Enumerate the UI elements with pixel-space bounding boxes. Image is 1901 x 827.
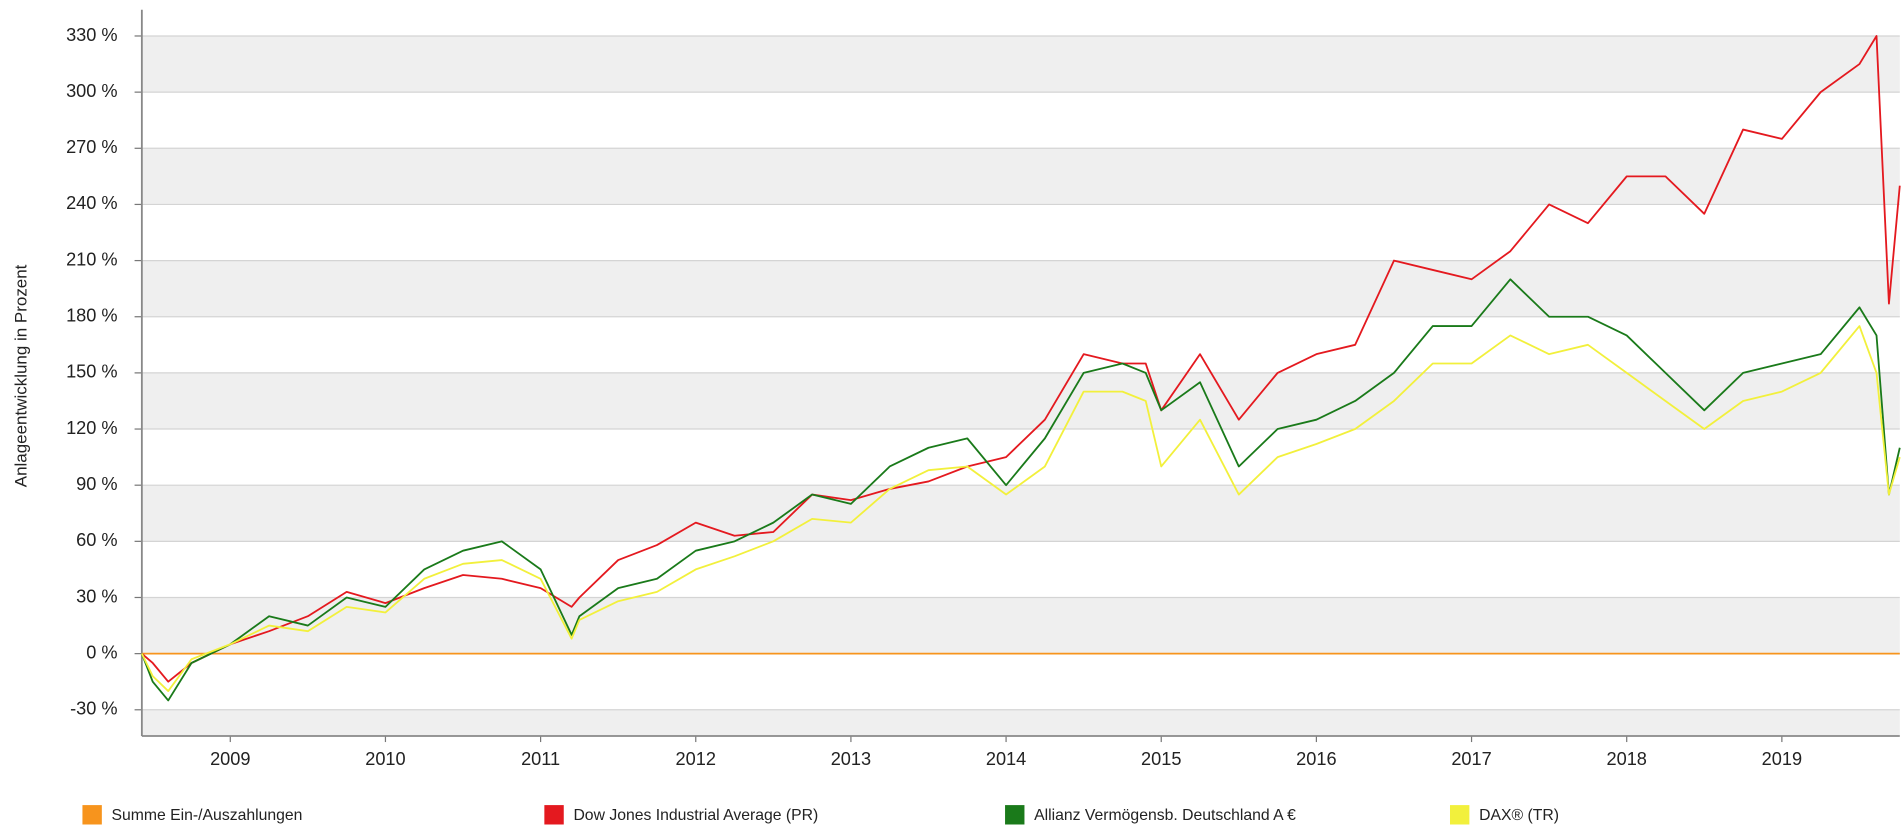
legend-label: Allianz Vermögensb. Deutschland A € — [1034, 807, 1296, 824]
legend-swatch — [544, 805, 564, 825]
legend-label: Summe Ein-/Auszahlungen — [112, 807, 303, 824]
grid-band — [141, 541, 1900, 598]
x-tick-label: 2013 — [831, 749, 871, 769]
x-tick-label: 2014 — [986, 749, 1026, 769]
y-tick-label: -30 % — [70, 699, 117, 719]
legend-label: Dow Jones Industrial Average (PR) — [573, 807, 818, 824]
grid-band — [141, 709, 1900, 736]
grid-band — [141, 92, 1900, 149]
y-tick-label: 270 % — [66, 137, 118, 157]
series-line — [141, 325, 1901, 692]
y-tick-label: 0 % — [86, 642, 117, 662]
y-tick-label: 330 % — [66, 25, 118, 45]
grid-band — [141, 485, 1900, 542]
legend-swatch — [1449, 805, 1470, 825]
grid-band — [141, 372, 1900, 430]
y-tick-label: 90 % — [76, 474, 117, 494]
grid-band — [141, 204, 1900, 261]
series-line — [140, 278, 1901, 702]
legend-swatch — [82, 805, 102, 825]
x-tick-label: 2017 — [1451, 749, 1491, 769]
x-tick-label: 2009 — [210, 749, 250, 769]
x-tick-label: 2019 — [1762, 749, 1802, 769]
grid-band — [141, 9, 1900, 36]
x-tick-label: 2016 — [1296, 749, 1336, 769]
y-tick-label: 180 % — [66, 306, 118, 326]
y-tick-label: 30 % — [76, 586, 117, 606]
grid-band — [141, 148, 1900, 205]
x-tick-label: 2010 — [365, 749, 405, 769]
y-tick-label: 60 % — [76, 530, 117, 550]
x-tick-label: 2012 — [676, 749, 716, 769]
grid-band — [141, 260, 1900, 317]
x-tick-label: 2011 — [521, 749, 560, 769]
legend-label: DAX® (TR) — [1479, 807, 1559, 824]
y-axis-label: Anlageentwicklung in Prozent — [11, 264, 30, 487]
legend-swatch — [1005, 805, 1025, 825]
y-tick-label: 150 % — [66, 362, 118, 382]
grid-band — [141, 429, 1900, 486]
y-tick-label: 300 % — [66, 81, 118, 101]
grid-band — [141, 653, 1900, 710]
y-tick-label: 210 % — [66, 249, 118, 269]
x-tick-label: 2018 — [1606, 749, 1646, 769]
y-tick-label: 240 % — [66, 193, 118, 213]
y-tick-label: 120 % — [66, 418, 118, 438]
grid-band — [141, 597, 1900, 654]
x-tick-label: 2015 — [1141, 749, 1181, 769]
grid-band — [141, 35, 1900, 93]
